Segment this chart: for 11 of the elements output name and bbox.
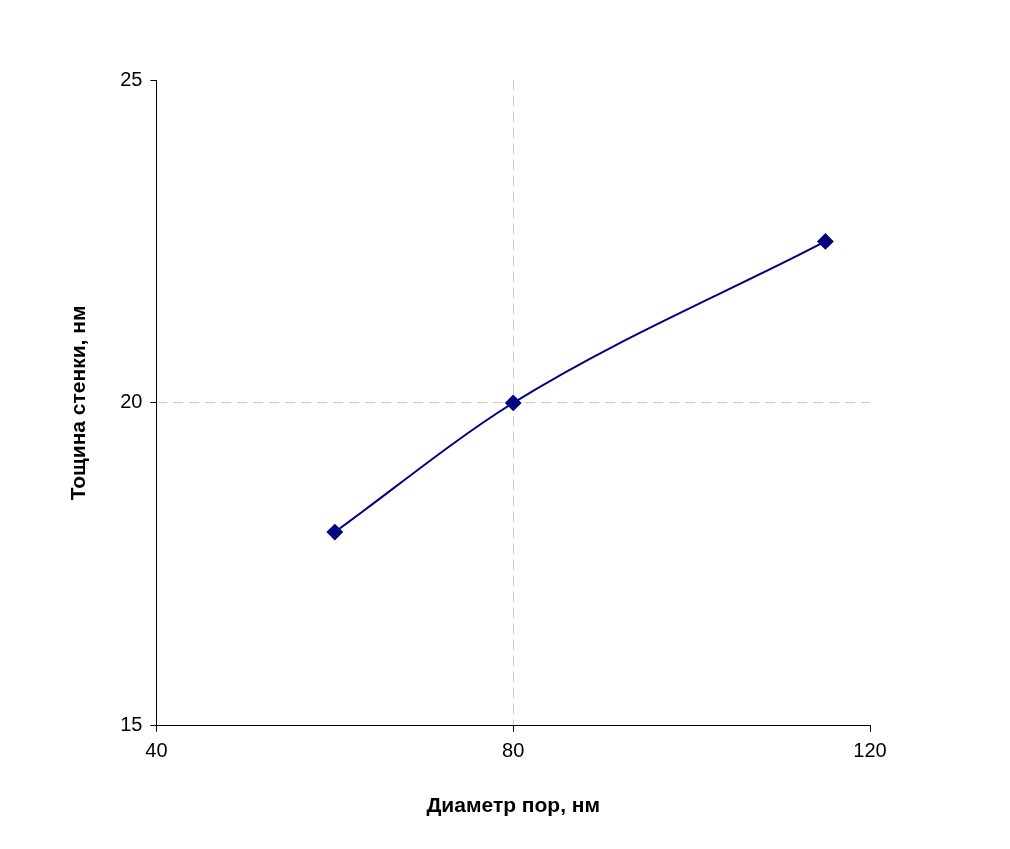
x-tick-label: 80 bbox=[502, 739, 525, 762]
y-tick-label: 15 bbox=[120, 713, 143, 736]
x-tick-label: 120 bbox=[853, 739, 887, 762]
point bbox=[817, 233, 834, 250]
y-tick-label: 20 bbox=[120, 390, 143, 413]
y-axis-title: Тощина стенки, нм bbox=[66, 305, 90, 501]
point bbox=[326, 524, 343, 541]
y-tick-label: 25 bbox=[120, 67, 143, 90]
x-axis-title: Диаметр пор, нм bbox=[426, 793, 601, 817]
point bbox=[505, 394, 522, 411]
x-tick-label: 40 bbox=[145, 739, 168, 762]
